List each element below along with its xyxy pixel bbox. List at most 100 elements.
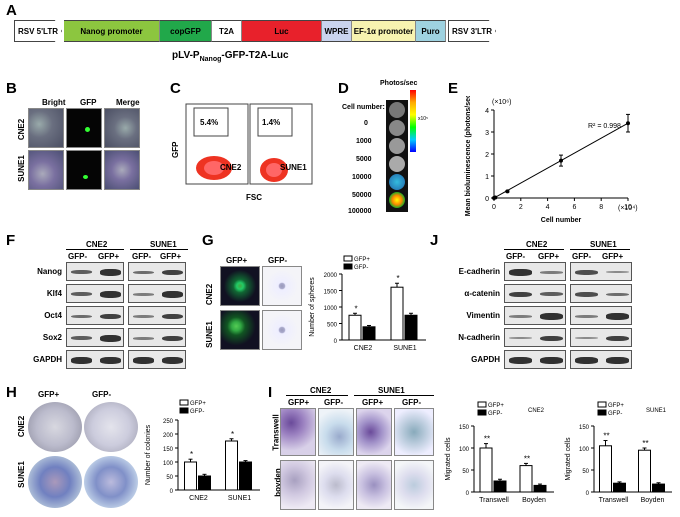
h-col-gfp-minus: GFP- [92,390,112,399]
f-band [71,336,92,341]
flow-name-cne2: CNE2 [220,163,242,172]
panel-label-a: A [6,2,17,19]
i-sune1-bar [613,482,626,493]
j-band [606,292,629,296]
f-band [71,314,92,318]
f-band [162,313,183,320]
g-image-sune1-gfp-minus [262,310,302,350]
h-y-tick-label: 50 [166,475,173,481]
i-cne2-legend-label: GFP+ [488,403,504,409]
j-blot-strip [570,328,632,347]
e-x-tick-label: 2 [519,204,523,211]
i-group-cne2: CNE2 [310,386,332,395]
panel-label-j: J [430,232,439,249]
h-bar [225,440,238,491]
merge-sune1-image [104,150,140,190]
panel-label-b: B [6,80,17,97]
j-band [509,357,532,364]
f-lane-1: GFP- [68,252,88,261]
f-blot-strip [128,328,186,347]
segment-nanog-promoter: Nanog promoter [64,20,160,42]
j-band [509,314,532,318]
e-y-tick-label: 3 [485,130,489,137]
h-y-tick-label: 150 [163,447,174,453]
i-cne2-legend-label: GFP- [488,411,502,417]
f-blot-strip [128,350,186,369]
h-sig-mark: * [231,430,234,439]
f-band [162,335,183,342]
segment-ef1a-promoter: EF-1α promoter [352,20,416,42]
j-band [575,291,598,297]
flow-ylabel: GFP [171,141,180,158]
e-xlabel: Cell number [541,217,582,224]
flow-cytometry-plots: GFP 5.4% CNE2 1.4% SUNE1 FSC [171,103,313,202]
g-sig-mark: * [354,304,357,313]
chart-i-cne2: 0 50 100 150 ** Transwell ** Boyden GFP+ GFP- CNE2… [445,401,554,504]
j-blot-strip [504,284,566,303]
e-data-point [626,121,630,126]
i-sune1-y-tick-label: 150 [579,425,590,431]
i-sune1-legend-label: GFP+ [608,403,624,409]
f-blot-strip [128,284,186,303]
bli-count-5: 100000 [348,208,372,215]
h-sig-mark: * [190,450,193,459]
f-protein-label: Klf4 [46,289,62,298]
j-lane-2: GFP+ [538,252,560,261]
j-band [575,314,598,318]
h-legend-label: GFP- [190,409,204,415]
bli-scale-note: x10⁵ [418,116,429,122]
f-band [133,314,154,318]
i-image-transwell-4 [394,408,434,456]
column-merge: Merge [116,98,140,107]
bli-colorscale [410,90,416,152]
g-legend-swatch [343,263,353,270]
g-image-sune1-gfp-plus [220,310,260,350]
j-protein-label: E-cadherin [458,267,500,276]
j-band [606,357,629,364]
i-image-transwell-1 [280,408,316,456]
segment-luc: Luc [242,20,322,42]
i-col-4: GFP- [402,398,422,407]
f-group-cne2: CNE2 [86,240,108,249]
j-blot-strip [504,262,566,281]
i-cne2-y-tick-label: 0 [466,491,470,497]
e-x-tick-label: 8 [599,204,603,211]
j-blot-strip [570,306,632,325]
panel-label-e: E [448,80,459,97]
f-blot-strip [128,262,186,281]
f-band [133,270,154,274]
bli-count-2: 5000 [356,156,372,163]
j-blot-strip [570,350,632,369]
f-blot-strip [66,284,124,303]
panel-label-c: C [170,80,181,97]
chart-e: 0 1 2 3 4 0 2 4 6 8 10 R² = 0.998 (×10⁶) (×10⁴) Cell n… [465,96,638,224]
g-bar [362,326,376,341]
j-protein-label: GAPDH [471,355,500,364]
segment-copgfp: copGFP [160,20,212,42]
f-band [162,269,183,276]
i-sune1-legend-label: GFP- [608,411,622,417]
h-dish-sune1-gfp-minus [84,456,138,508]
i-image-boyden-3 [356,460,392,510]
g-image-cne2-gfp-plus [220,266,260,306]
j-band [575,337,598,340]
panel-label-g: G [202,232,214,249]
i-cne2-category-label: Boyden [522,497,546,504]
panel-label-i: I [268,384,273,401]
flow-percent-cne2: 5.4% [200,118,218,127]
j-band [540,335,563,342]
j-lane-1: GFP- [506,252,526,261]
bli-count-3: 10000 [352,174,372,181]
bli-count-4: 50000 [352,192,372,199]
g-bar [390,286,404,341]
segment-3ltr: RSV 3'LTR [448,20,496,42]
f-band [71,292,92,297]
g-category-label: SUNE1 [393,345,416,352]
g-ylabel: Number of spheres [309,277,316,337]
e-y-tick-label: 0 [485,196,489,203]
i-sune1-chart-title: SUNE1 [646,408,667,414]
i-image-boyden-2 [318,460,354,510]
e-y-tick-label: 2 [485,152,489,159]
e-x-multiplier: (×10⁴) [618,205,638,212]
h-category-label: CNE2 [189,495,208,502]
